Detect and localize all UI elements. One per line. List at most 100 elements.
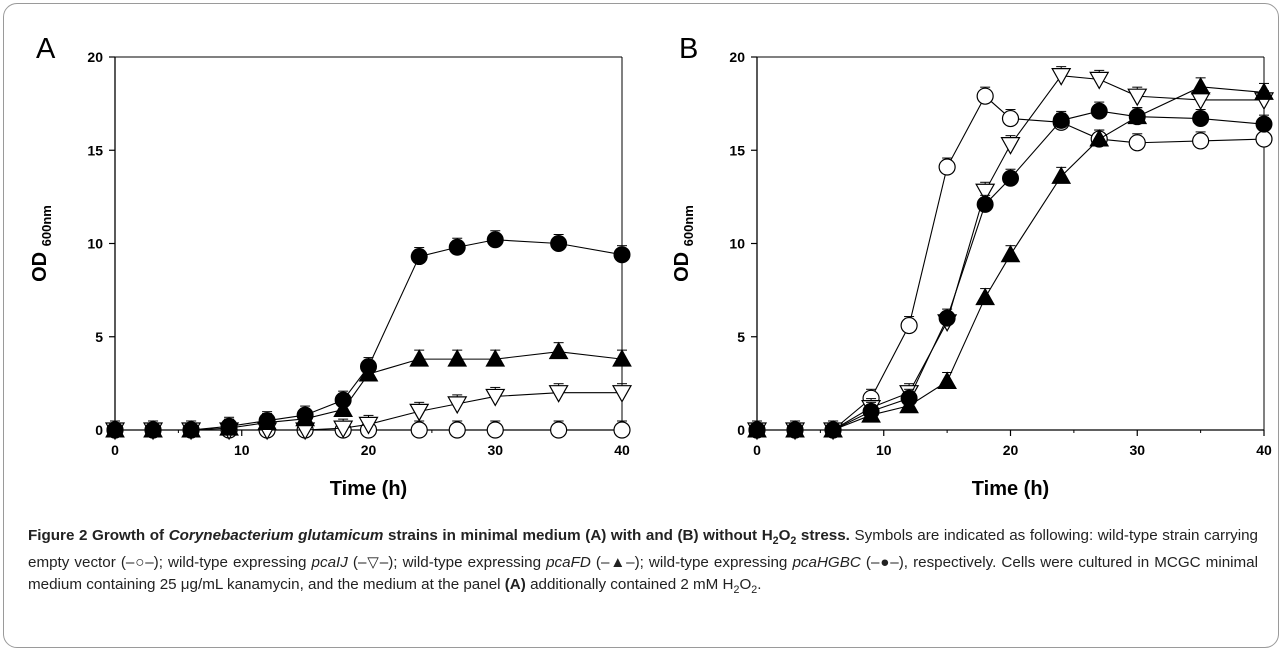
series-open-triangle-down bbox=[104, 383, 633, 441]
data-point-filled-triangle-up bbox=[1089, 129, 1110, 147]
data-point-filled-circle bbox=[1052, 111, 1070, 129]
data-point-open-circle bbox=[938, 158, 956, 176]
data-point-open-triangle-down bbox=[485, 388, 506, 407]
data-point-filled-triangle-up bbox=[1051, 166, 1072, 184]
y-axis-title-sub: 600nm bbox=[39, 205, 54, 246]
y-tick-label: 20 bbox=[87, 49, 103, 65]
x-tick-label: 40 bbox=[1256, 442, 1272, 458]
series-line bbox=[757, 110, 1265, 431]
data-point-filled-circle bbox=[360, 358, 377, 376]
x-tick-label: 0 bbox=[111, 442, 119, 458]
data-point-filled-circle bbox=[1128, 108, 1146, 126]
figure-charts: A 0 10 20 30 40 0 5 10 15 20 Time (h) OD 600nm B 0 10 20… bbox=[29, 33, 1275, 500]
data-point-filled-triangle-up bbox=[548, 341, 569, 360]
x-tick-label: 20 bbox=[1003, 442, 1019, 458]
data-point-open-triangle-down bbox=[548, 385, 569, 403]
y-tick-label: 5 bbox=[95, 329, 103, 345]
data-point-filled-circle bbox=[144, 421, 162, 439]
y-tick-label: 0 bbox=[95, 422, 103, 438]
data-point-filled-circle bbox=[220, 417, 238, 435]
x-tick-label: 30 bbox=[1129, 442, 1145, 458]
series-filled-circle bbox=[106, 230, 631, 439]
data-point-filled-circle bbox=[613, 246, 631, 264]
y-axis-title-main: OD bbox=[671, 246, 693, 282]
series-filled-circle bbox=[748, 101, 1273, 439]
data-point-open-triangle-down bbox=[1051, 68, 1072, 86]
data-point-filled-triangle-up bbox=[447, 349, 468, 367]
data-point-open-triangle-down bbox=[1190, 92, 1211, 111]
data-point-open-triangle-down bbox=[333, 420, 354, 439]
panel-letter: B bbox=[679, 33, 698, 65]
data-point-filled-circle bbox=[334, 391, 352, 409]
caption-body-part: . bbox=[757, 576, 762, 594]
data-point-filled-circle bbox=[410, 248, 428, 266]
data-point-filled-circle bbox=[1090, 102, 1108, 120]
x-tick-label: 20 bbox=[361, 442, 377, 458]
data-point-filled-triangle-up bbox=[975, 287, 996, 306]
data-point-filled-circle bbox=[1002, 169, 1019, 187]
caption-body-part: pcaIJ bbox=[311, 554, 348, 572]
x-tick-label: 10 bbox=[234, 442, 250, 458]
data-point-filled-circle bbox=[550, 235, 568, 252]
caption-title-part: 2 bbox=[772, 535, 779, 548]
data-point-filled-triangle-up bbox=[1190, 76, 1211, 95]
data-point-filled-circle bbox=[976, 195, 994, 213]
data-point-open-circle bbox=[448, 421, 466, 439]
caption-body: Symbols are indicated as following: wild… bbox=[28, 527, 1258, 597]
data-point-open-circle bbox=[1001, 109, 1020, 128]
caption-title-part: Figure 2 Growth of bbox=[28, 527, 169, 544]
x-axis-title: Time (h) bbox=[972, 478, 1049, 500]
x-tick-label: 10 bbox=[876, 442, 892, 458]
data-point-open-triangle-down bbox=[975, 183, 996, 202]
data-point-open-circle bbox=[900, 316, 918, 335]
figure-frame bbox=[3, 3, 1279, 648]
caption-title: Figure 2 Growth of Corynebacterium gluta… bbox=[28, 527, 850, 548]
data-point-filled-circle bbox=[786, 421, 804, 439]
y-axis-title: OD 600nm bbox=[29, 205, 54, 282]
data-point-filled-circle bbox=[748, 421, 766, 439]
caption-title-part: strains in minimal medium (A) with and (… bbox=[383, 527, 773, 544]
caption-body-part: pcaFD bbox=[546, 554, 591, 572]
data-point-filled-circle bbox=[182, 421, 200, 439]
y-tick-label: 5 bbox=[737, 329, 745, 345]
caption-title-part: O bbox=[778, 527, 791, 544]
data-point-filled-circle bbox=[258, 412, 276, 430]
chart-panel-a: A 0 10 20 30 40 0 5 10 15 20 Time (h) OD 600nm bbox=[29, 33, 633, 500]
data-point-filled-circle bbox=[296, 406, 314, 424]
data-point-filled-triangle-up bbox=[485, 349, 506, 367]
caption-body-part: additionally contained 2 mM H bbox=[525, 576, 734, 594]
caption-title-part: 2 bbox=[790, 535, 797, 548]
data-point-filled-triangle-up bbox=[1000, 244, 1021, 263]
caption-body-part: (–●–), respectively. Cells were cultured… bbox=[28, 554, 1258, 594]
data-point-open-circle bbox=[486, 421, 504, 439]
series-filled-triangle-up bbox=[747, 76, 1274, 438]
data-point-filled-circle bbox=[486, 231, 504, 249]
caption-body-part: pcaHGBC bbox=[792, 554, 861, 572]
y-tick-label: 15 bbox=[729, 142, 745, 158]
data-point-open-circle bbox=[1255, 130, 1273, 148]
x-tick-label: 40 bbox=[614, 442, 630, 458]
data-point-open-triangle-down bbox=[358, 416, 379, 435]
data-point-filled-triangle-up bbox=[409, 349, 430, 367]
data-point-filled-circle bbox=[448, 238, 466, 256]
data-point-open-triangle-down bbox=[447, 396, 468, 415]
x-tick-label: 0 bbox=[753, 442, 761, 458]
y-axis-title-sub: 600nm bbox=[681, 205, 696, 246]
data-point-open-triangle-down bbox=[1089, 71, 1110, 90]
y-axis-title-main: OD bbox=[29, 246, 51, 282]
caption-body-part: (A) bbox=[504, 576, 526, 594]
y-tick-label: 15 bbox=[87, 142, 103, 158]
data-point-open-circle bbox=[410, 421, 428, 439]
caption-body-part: 2 bbox=[751, 584, 758, 597]
y-tick-label: 10 bbox=[87, 236, 103, 252]
y-axis-title: OD 600nm bbox=[671, 205, 696, 282]
data-point-filled-triangle-up bbox=[612, 349, 632, 367]
caption-title-part: stress. bbox=[796, 527, 850, 544]
data-point-filled-triangle-up bbox=[937, 371, 957, 390]
caption-body-part: O bbox=[739, 576, 752, 594]
data-point-open-triangle-down bbox=[409, 403, 430, 422]
figure-caption: Figure 2 Growth of Corynebacterium gluta… bbox=[28, 525, 1258, 601]
data-point-open-triangle-down bbox=[1000, 137, 1021, 155]
data-point-open-triangle-down bbox=[1127, 88, 1148, 107]
panel-letter: A bbox=[36, 33, 56, 65]
